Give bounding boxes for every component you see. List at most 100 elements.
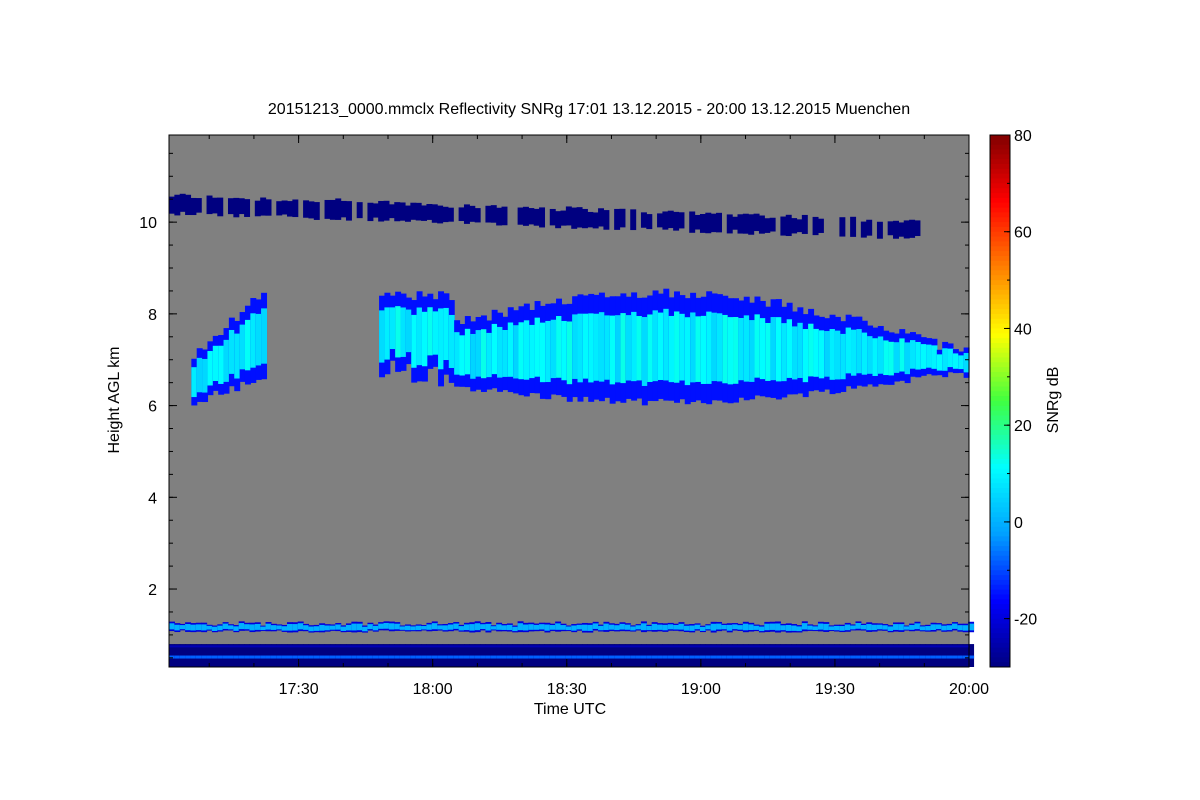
colorbar-segment (990, 512, 1010, 518)
colorbar-segment (990, 637, 1010, 644)
colorbar-segment (990, 376, 1010, 383)
colorbar-segment (990, 618, 1010, 624)
x-axis-label: Time UTC (534, 701, 606, 718)
y-tick-label: 4 (148, 490, 157, 507)
y-axis-label: Height AGL km (106, 346, 123, 453)
x-tick-label: 20:00 (949, 681, 989, 698)
plot-area (168, 134, 975, 668)
colorbar-segment (990, 251, 1010, 257)
colorbar-segment (990, 193, 1010, 199)
colorbar-segment (990, 139, 1010, 146)
colorbar-segment (990, 579, 1010, 586)
colorbar-segment (990, 497, 1010, 504)
plot-frame (168, 134, 970, 668)
colorbar-segment (990, 299, 1010, 305)
colorbar-segment (990, 633, 1010, 639)
colorbar-segment (990, 241, 1010, 247)
colorbar-segment (990, 212, 1010, 218)
colorbar-segment (990, 386, 1010, 392)
colorbar-segment (990, 309, 1010, 315)
colorbar-segment (990, 270, 1010, 276)
colorbar-segment (990, 526, 1010, 533)
colorbar-segment (990, 284, 1010, 291)
colorbar-segment (990, 657, 1010, 663)
colorbar-segment (990, 207, 1010, 213)
colorbar-segment (990, 463, 1010, 470)
colorbar-segment (990, 362, 1010, 368)
colorbar-segment (990, 222, 1010, 228)
colorbar-segment (990, 226, 1010, 233)
colorbar-segment (990, 488, 1010, 494)
colorbar-tick-label: 20 (1014, 418, 1032, 435)
colorbar-segment (990, 434, 1010, 441)
colorbar-segment (990, 265, 1010, 271)
colorbar-segment (990, 313, 1010, 320)
colorbar-segment (990, 357, 1010, 363)
colorbar-segment (990, 183, 1010, 189)
colorbar-segment (990, 289, 1010, 296)
echo-main-cloud-layer (379, 288, 970, 406)
colorbar-tick-label: 80 (1014, 128, 1032, 145)
echo-low-clutter-band (169, 621, 975, 633)
colorbar: 80 60 40 20 0 -20 (989, 128, 1037, 668)
colorbar-segment (990, 236, 1010, 242)
colorbar-segment (990, 570, 1010, 576)
colorbar-segment (990, 318, 1010, 325)
colorbar-tick-label: 40 (1014, 321, 1032, 338)
colorbar-segment (990, 546, 1010, 552)
colorbar-segment (990, 338, 1010, 344)
colorbar-segment (990, 604, 1010, 610)
colorbar-segment (990, 584, 1010, 591)
y-tick-label: 8 (148, 307, 157, 324)
colorbar-segment (990, 459, 1010, 465)
colorbar-segment (990, 444, 1010, 450)
colorbar-segment (990, 173, 1010, 180)
colorbar-segment (990, 255, 1010, 262)
colorbar-segment (990, 323, 1010, 329)
colorbar-segment (990, 401, 1010, 407)
colorbar-segment (990, 260, 1010, 267)
colorbar-segment (990, 275, 1010, 281)
colorbar-segment (990, 599, 1010, 605)
colorbar-segment (990, 342, 1010, 349)
colorbar-segment (990, 164, 1010, 170)
colorbar-segment (990, 294, 1010, 300)
colorbar-segment (990, 575, 1010, 581)
x-tick-label: 17:30 (279, 681, 319, 698)
x-tick-label: 18:30 (547, 681, 587, 698)
colorbar-segment (990, 647, 1010, 653)
colorbar-segment (990, 662, 1010, 668)
colorbar-segment (990, 154, 1010, 160)
colorbar-segment (990, 280, 1010, 286)
colorbar-segment (990, 202, 1010, 209)
colorbar-segment (990, 352, 1010, 358)
colorbar-label: SNRg dB (1045, 367, 1062, 434)
colorbar-segment (990, 246, 1010, 252)
colorbar-segment (990, 473, 1010, 479)
colorbar-segment (990, 565, 1010, 571)
chart-title: 20151213_0000.mmclx Reflectivity SNRg 17… (268, 101, 910, 118)
colorbar-segment (990, 531, 1010, 537)
x-tick-label: 18:00 (413, 681, 453, 698)
colorbar-segment (990, 613, 1010, 620)
colorbar-tick-label: 0 (1014, 515, 1023, 532)
x-tick-label: 19:30 (815, 681, 855, 698)
colorbar-segment (990, 197, 1010, 204)
colorbar-segment (990, 560, 1010, 566)
colorbar-segment (990, 396, 1010, 402)
colorbar-segment (990, 367, 1010, 373)
echo-upper-cirrus-layer (169, 193, 921, 239)
colorbar-tick-label: 60 (1014, 225, 1032, 242)
echo-early-cloud-fragment (191, 292, 268, 406)
colorbar-segment (990, 415, 1010, 421)
colorbar-segment (990, 135, 1010, 141)
colorbar-segment (990, 449, 1010, 455)
colorbar-segment (990, 371, 1010, 378)
colorbar-segment (990, 188, 1010, 194)
y-tick-label: 6 (148, 399, 157, 416)
colorbar-segment (990, 517, 1010, 523)
colorbar-segment (990, 608, 1010, 615)
colorbar-segment (990, 178, 1010, 184)
colorbar-segment (990, 536, 1010, 542)
